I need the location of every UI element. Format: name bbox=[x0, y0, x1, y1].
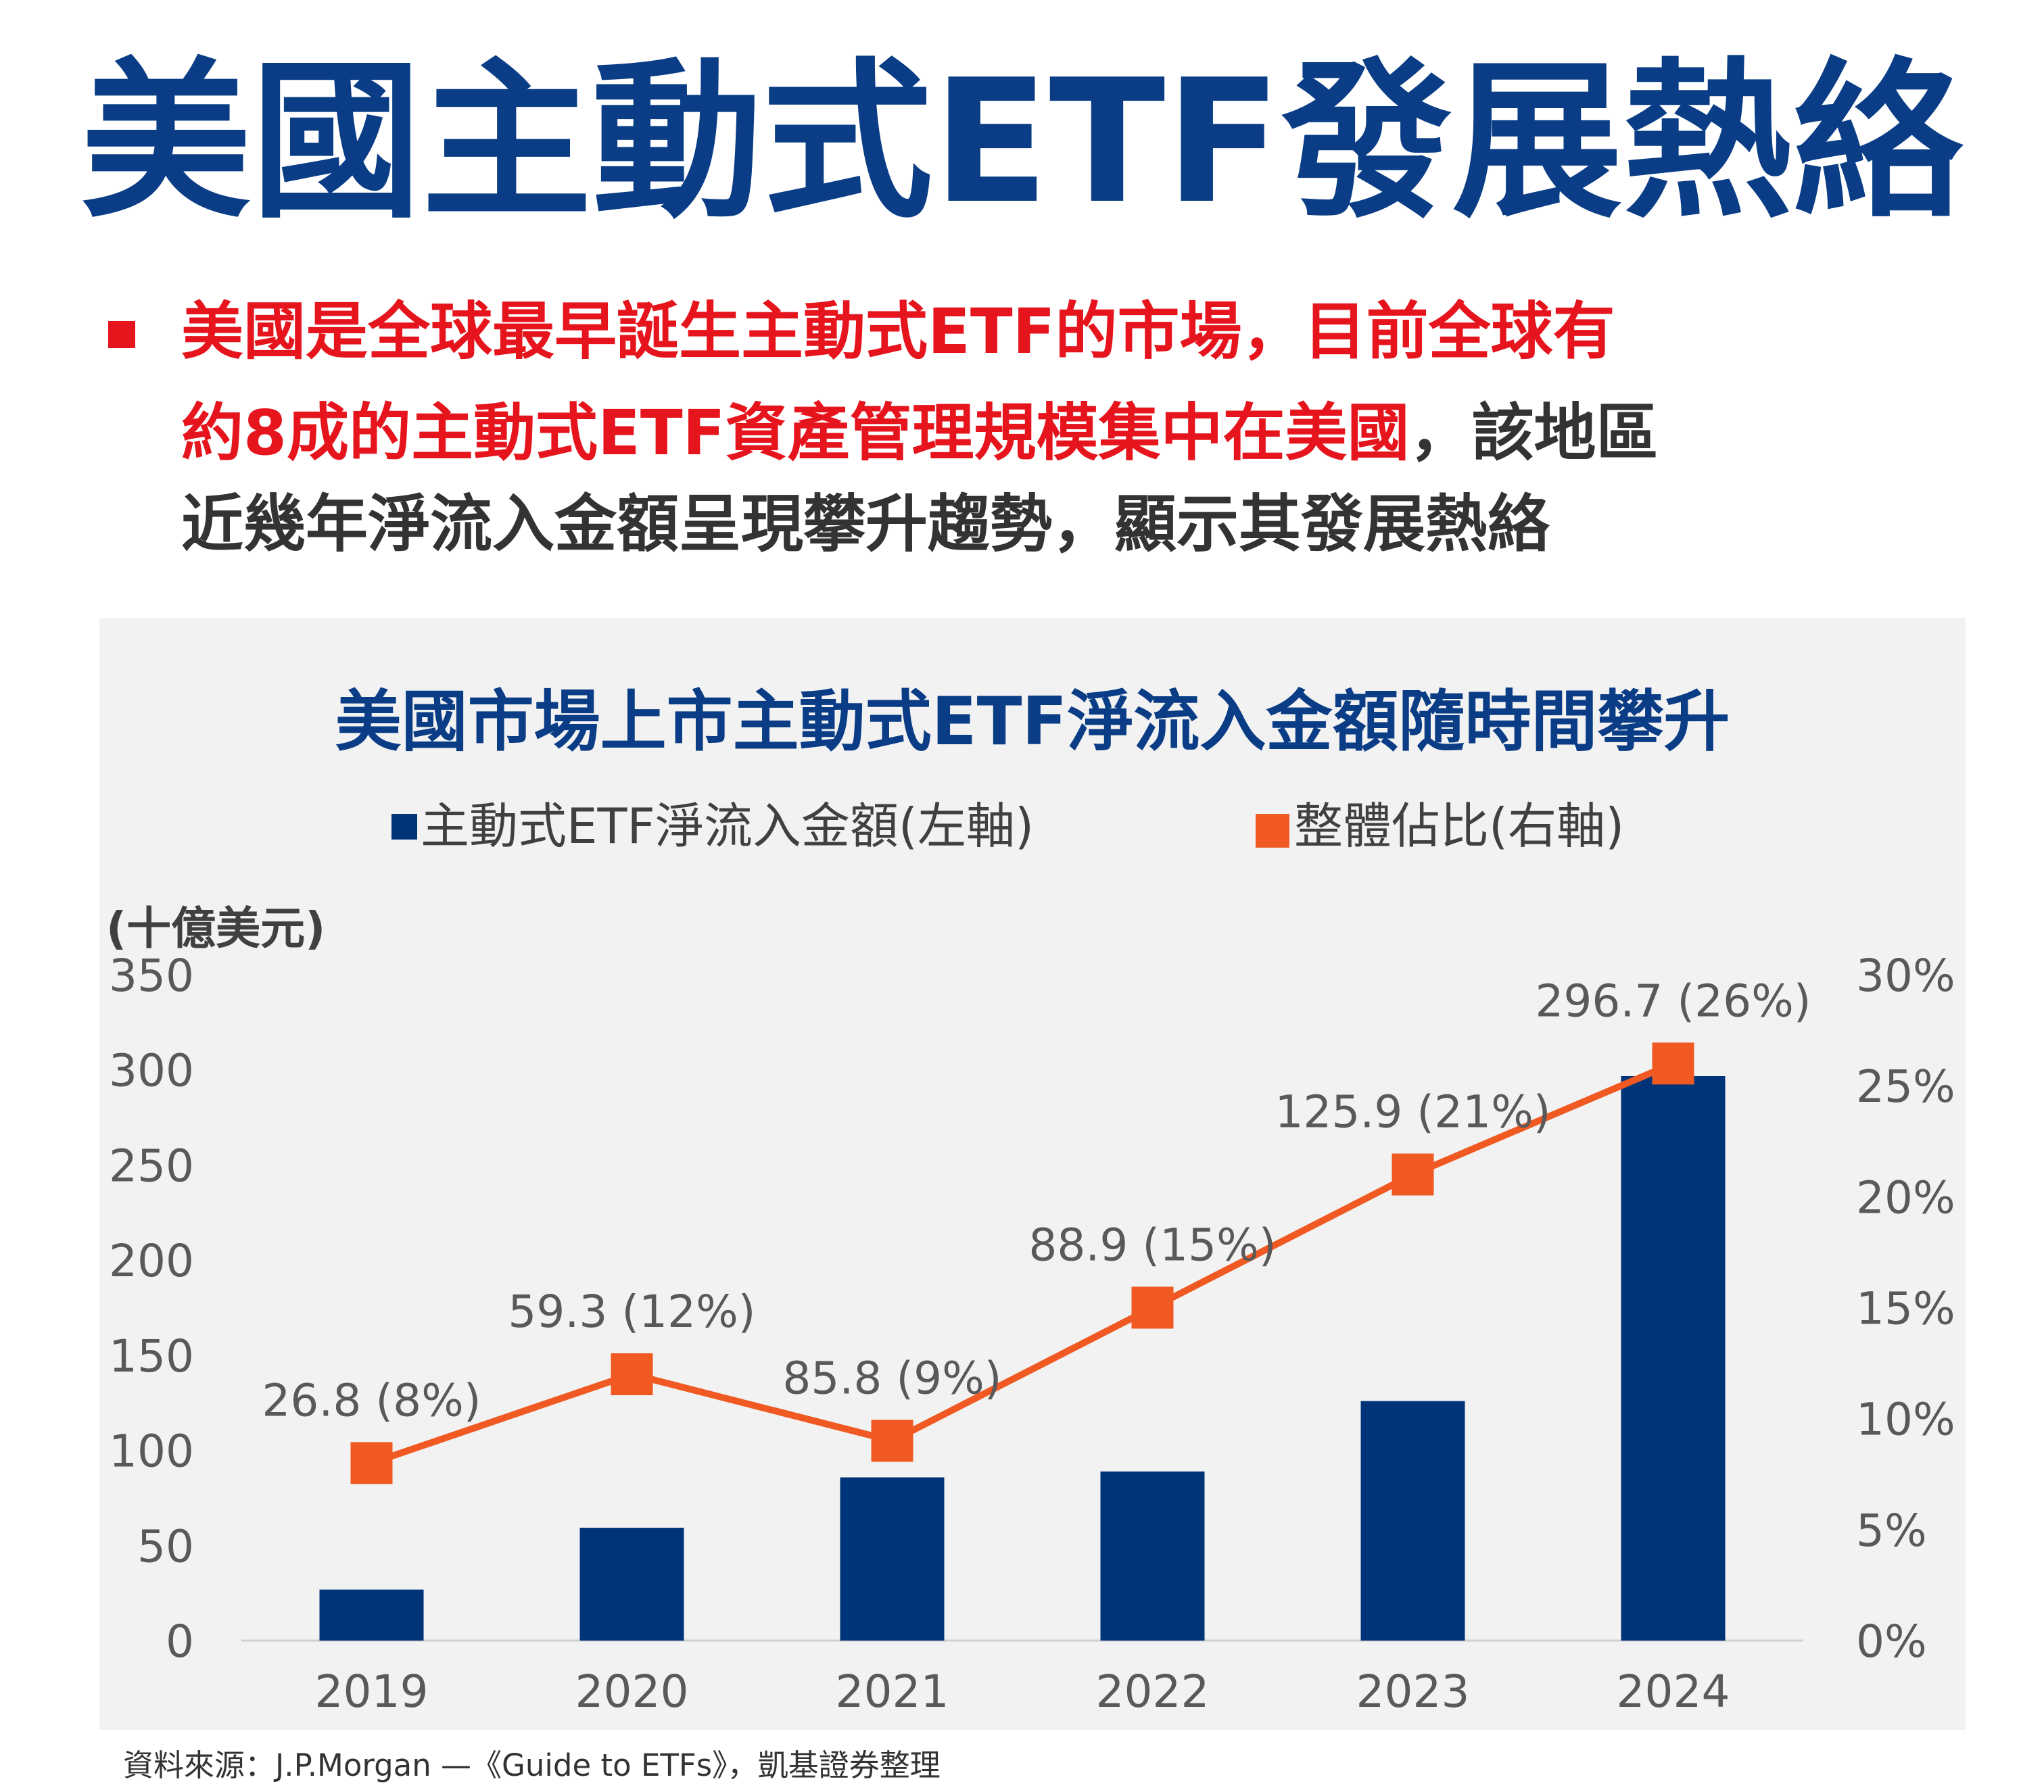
line-point-marker bbox=[871, 1420, 913, 1462]
data-label: 59.3 (12%) bbox=[508, 1286, 755, 1338]
line-series bbox=[350, 1042, 1694, 1484]
line-path bbox=[370, 1060, 1675, 1467]
left-axis-unit-label: (十億美元) bbox=[106, 902, 325, 954]
data-label: 125.9 (21%) bbox=[1275, 1086, 1550, 1138]
bullet-text-line-1: 美國是全球最早誕生主動式ETF的市場，目前全球有 bbox=[181, 295, 1615, 368]
x-axis-tick-label: 2020 bbox=[575, 1666, 689, 1718]
left-axis-tick-label: 250 bbox=[109, 1140, 194, 1192]
bullet-text-line-2: 約8成的主動式ETF資產管理規模集中在美國，該地區 bbox=[181, 402, 1658, 464]
bar-series bbox=[319, 1076, 1726, 1641]
right-axis-tick-label: 0% bbox=[1856, 1616, 1927, 1668]
legend-label-line: 整體佔比(右軸) bbox=[1294, 798, 1624, 854]
chart-panel: 美國市場上市主動式ETF淨流入金額隨時間攀升 主動式ETF淨流入金額(左軸) 整… bbox=[99, 618, 1966, 1730]
line-point-marker bbox=[1131, 1286, 1174, 1329]
bar bbox=[1100, 1471, 1205, 1641]
right-axis-tick-label: 10% bbox=[1856, 1394, 1955, 1446]
right-axis-tick-label: 30% bbox=[1856, 950, 1955, 1002]
left-axis-tick-label: 200 bbox=[109, 1235, 194, 1287]
x-axis-tick-label: 2023 bbox=[1356, 1666, 1470, 1718]
x-axis-tick-label: 2024 bbox=[1617, 1666, 1730, 1718]
left-axis-tick-label: 0 bbox=[166, 1616, 194, 1668]
bullet-normal-text: ，該地區 bbox=[1409, 397, 1659, 469]
left-axis-tick-label: 350 bbox=[109, 950, 194, 1002]
data-label: 26.8 (8%) bbox=[262, 1374, 481, 1426]
page-title: 美國主動式ETF發展熱絡 bbox=[80, 43, 1964, 241]
bullet-highlight-text: 約8成的主動式ETF資產管理規模集中在美國 bbox=[181, 397, 1410, 469]
right-axis: 0% 5% 10% 15% 20% 25% 30% bbox=[1856, 950, 1955, 1668]
right-axis-tick-label: 20% bbox=[1856, 1171, 1955, 1224]
x-axis-tick-label: 2019 bbox=[315, 1666, 429, 1718]
bullet-text-line-3: 近幾年淨流入金額呈現攀升趨勢，顯示其發展熱絡 bbox=[181, 488, 1550, 560]
x-axis: 2019 2020 2021 2022 2023 2024 bbox=[315, 1666, 1730, 1718]
line-point-marker bbox=[611, 1353, 653, 1395]
chart-svg: 美國市場上市主動式ETF淨流入金額隨時間攀升 主動式ETF淨流入金額(左軸) 整… bbox=[106, 683, 1955, 1718]
right-axis-tick-label: 25% bbox=[1856, 1061, 1955, 1113]
line-point-marker bbox=[1652, 1042, 1694, 1085]
legend-bar-swatch bbox=[391, 814, 417, 840]
legend-line-swatch bbox=[1256, 814, 1289, 848]
left-axis-tick-label: 100 bbox=[109, 1426, 194, 1478]
bar bbox=[1621, 1076, 1726, 1641]
data-label: 296.7 (26%) bbox=[1535, 975, 1811, 1027]
chart-title: 美國市場上市主動式ETF淨流入金額隨時間攀升 bbox=[335, 683, 1730, 760]
bar bbox=[319, 1589, 424, 1641]
right-axis-tick-label: 5% bbox=[1856, 1505, 1927, 1557]
left-axis: 0 50 100 150 200 250 300 350 bbox=[109, 950, 194, 1668]
legend-label-bar: 主動式ETF淨流入金額(左軸) bbox=[421, 798, 1034, 854]
data-labels: 26.8 (8%) 59.3 (12%) 85.8 (9%) 88.9 (15%) 12… bbox=[262, 975, 1811, 1426]
bar bbox=[1360, 1401, 1465, 1641]
left-axis-tick-label: 50 bbox=[137, 1520, 194, 1572]
x-axis-tick-label: 2021 bbox=[836, 1666, 949, 1718]
line-point-marker bbox=[350, 1442, 393, 1484]
x-axis-tick-label: 2022 bbox=[1096, 1666, 1210, 1718]
line-point-marker bbox=[1392, 1153, 1434, 1196]
bar bbox=[840, 1477, 945, 1641]
left-axis-tick-label: 150 bbox=[109, 1330, 194, 1382]
data-label: 88.9 (15%) bbox=[1028, 1219, 1276, 1272]
right-axis-tick-label: 15% bbox=[1856, 1283, 1955, 1335]
source-note: 資料來源：J.P.Morgan —《Guide to ETFs》，凱基證券整理 bbox=[123, 1747, 941, 1783]
data-label: 85.8 (9%) bbox=[782, 1353, 1001, 1405]
legend: 主動式ETF淨流入金額(左軸) 整體佔比(右軸) bbox=[391, 798, 1624, 854]
bullet-marker bbox=[108, 321, 135, 348]
bar bbox=[579, 1528, 684, 1641]
left-axis-tick-label: 300 bbox=[109, 1045, 194, 1097]
